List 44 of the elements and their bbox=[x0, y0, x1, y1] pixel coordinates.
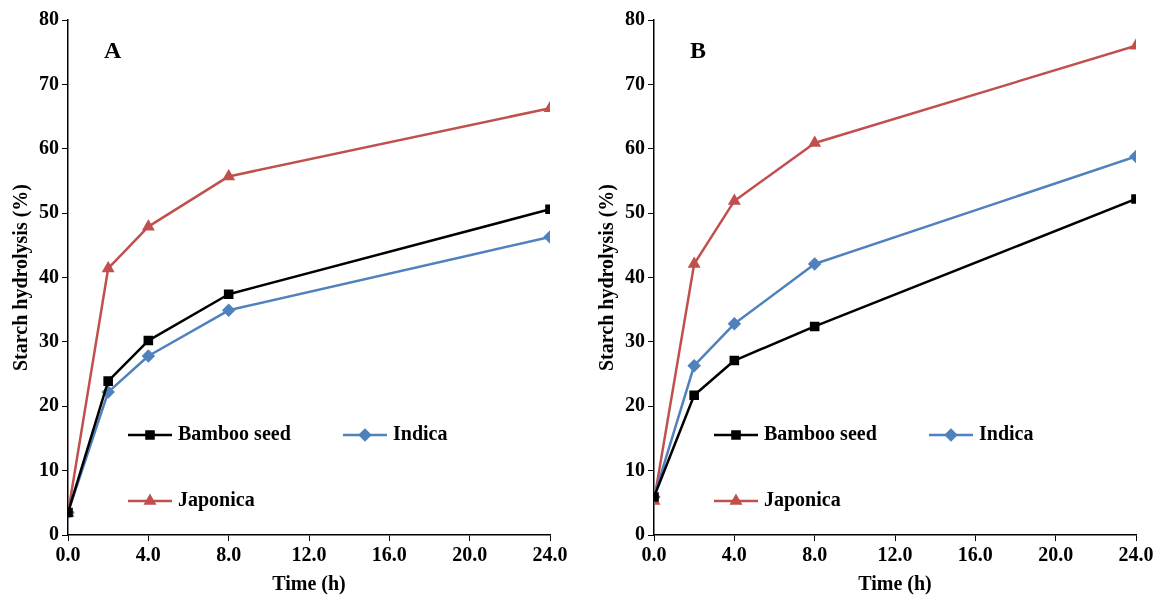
y-tick-label: 40 bbox=[39, 264, 59, 287]
y-tick-label: 50 bbox=[39, 200, 59, 223]
x-tick-label: 0.0 bbox=[55, 543, 81, 566]
legend-label: Japonica bbox=[178, 488, 255, 512]
y-tick-label: 60 bbox=[39, 135, 59, 158]
y-tick-label: 80 bbox=[39, 7, 59, 30]
x-axis-title: Time (h) bbox=[858, 572, 932, 596]
x-tick-label: 4.0 bbox=[135, 543, 161, 566]
y-tick-label: 20 bbox=[39, 393, 59, 416]
x-tick-label: 0.0 bbox=[641, 543, 667, 566]
y-tick-label: 70 bbox=[625, 71, 645, 94]
x-tick-label: 24.0 bbox=[532, 543, 568, 566]
y-tick-label: 50 bbox=[625, 200, 645, 223]
y-axis-title: Starch hydrolysis (%) bbox=[595, 183, 619, 372]
y-tick-label: 40 bbox=[625, 264, 645, 287]
y-tick-label: 30 bbox=[625, 329, 645, 352]
x-axis-title: Time (h) bbox=[272, 572, 346, 596]
x-tick-label: 4.0 bbox=[721, 543, 747, 566]
annotation: B bbox=[690, 37, 707, 64]
x-tick-label: 24.0 bbox=[1118, 543, 1154, 566]
y-tick-label: 10 bbox=[39, 457, 59, 480]
y-tick-label: 70 bbox=[39, 71, 59, 94]
legend-label: Bamboo seed bbox=[764, 422, 877, 445]
annotation: A bbox=[104, 37, 122, 64]
x-tick-label: 8.0 bbox=[802, 543, 828, 566]
x-tick-label: 20.0 bbox=[452, 543, 488, 566]
legend-label: Indica bbox=[979, 422, 1034, 445]
legend-label: Indica bbox=[393, 422, 448, 445]
x-tick-label: 12.0 bbox=[877, 543, 913, 566]
y-axis-title: Starch hydrolysis (%) bbox=[9, 183, 33, 372]
y-tick-label: 0 bbox=[49, 522, 59, 545]
x-tick-label: 8.0 bbox=[216, 543, 242, 566]
legend-label: Japonica bbox=[764, 488, 841, 512]
x-tick-label: 16.0 bbox=[957, 543, 993, 566]
x-tick-label: 20.0 bbox=[1038, 543, 1074, 566]
y-tick-label: 0 bbox=[635, 522, 645, 545]
y-tick-label: 20 bbox=[625, 393, 645, 416]
y-tick-label: 80 bbox=[625, 7, 645, 30]
y-tick-label: 60 bbox=[625, 135, 645, 158]
y-tick-label: 10 bbox=[625, 457, 645, 480]
x-tick-label: 12.0 bbox=[291, 543, 327, 566]
y-tick-label: 30 bbox=[39, 329, 59, 352]
legend-label: Bamboo seed bbox=[178, 422, 291, 445]
x-tick-label: 16.0 bbox=[371, 543, 407, 566]
